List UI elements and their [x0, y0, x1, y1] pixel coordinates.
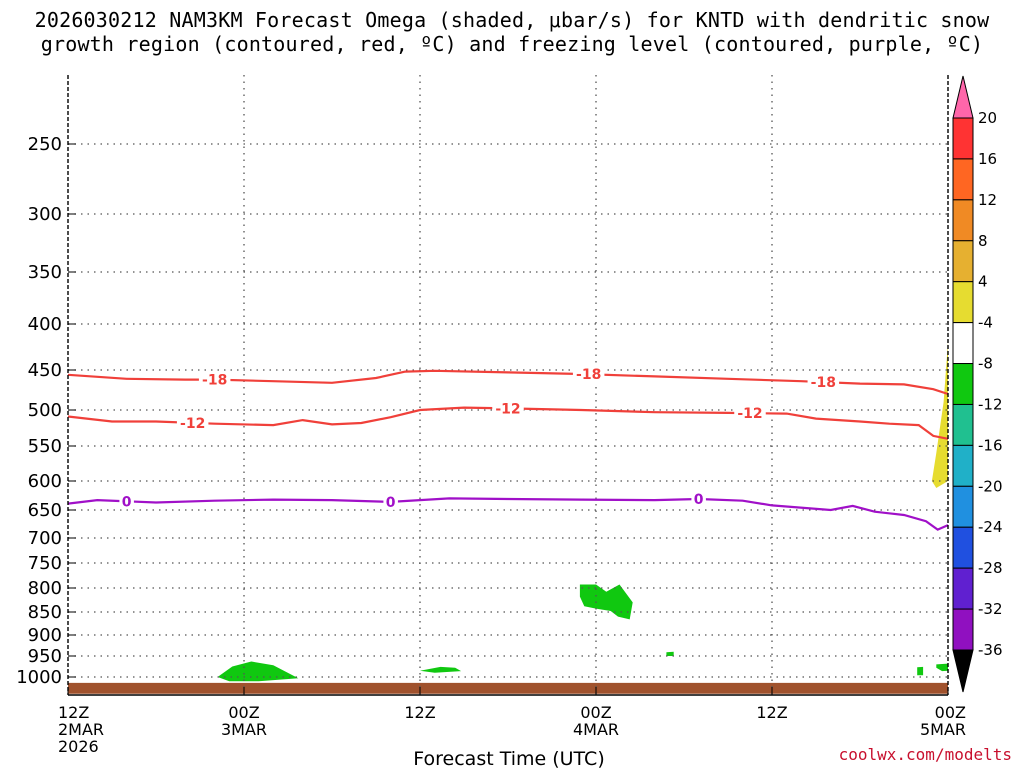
contour-label-0-2: -18 [811, 375, 836, 391]
shade-region-rising-3 [666, 651, 674, 656]
y-tick-label-1000: 1000 [16, 667, 62, 688]
colorbar: 20 16 12 8 4 -4 -8 -12 -16 -20 -24 -28 -32 -36 [952, 75, 1003, 693]
source-credit: coolwx.com/modelts [838, 745, 1012, 764]
shade-region-rising-0 [217, 661, 299, 682]
y-tick-label-450: 450 [28, 360, 62, 381]
colorbar-label-0: 20 [978, 109, 997, 127]
colorbar-label-11: -28 [978, 559, 1003, 577]
colorbar-bin-2 [952, 199, 974, 242]
contours: -18 -18 -18 -12 -12 -12 0 0 0 [67, 366, 949, 531]
x-tick-label-0-2: 2026 [58, 737, 99, 756]
colorbar-label-6: -8 [978, 355, 993, 373]
contour-label-0-0: -18 [202, 373, 227, 389]
contour-label-2-2: 0 [694, 492, 704, 508]
colorbar-label-13: -36 [978, 641, 1003, 659]
contour-label-bg-0-2 [807, 374, 840, 391]
x-tick-label-5-0: 00Z [935, 703, 966, 722]
y-tick-label-500: 500 [28, 400, 62, 421]
colorbar-label-1: 16 [978, 150, 997, 168]
contour-label-0-1: -18 [576, 367, 601, 383]
colorbar-bin-12 [952, 608, 974, 651]
colorbar-bin-7 [952, 403, 974, 446]
colorbar-bin-0 [952, 117, 974, 160]
colorbar-label-10: -24 [978, 518, 1003, 536]
colorbar-label-2: 12 [978, 191, 997, 209]
colorbar-bin-11 [952, 567, 974, 610]
shade-region-rising-4 [917, 666, 924, 676]
axes: 2503003504004505005506006507007508008509… [16, 75, 966, 756]
contour-label-2-1: 0 [386, 495, 396, 511]
x-tick-label-3-0: 00Z [580, 703, 611, 722]
colorbar-label-3: 8 [978, 232, 988, 250]
colorbar-bottom-arrow [952, 649, 974, 693]
omega-shading [68, 342, 948, 694]
contour-label-bg-1-1 [492, 400, 524, 417]
x-tick-label-5-1: 5MAR [920, 720, 966, 739]
y-tick-label-250: 250 [28, 134, 62, 155]
colorbar-label-5: -4 [978, 314, 993, 332]
x-tick-label-1-0: 00Z [228, 703, 259, 722]
contour-label-1-1: -12 [495, 401, 520, 417]
contour-label-bg-0-0 [198, 371, 231, 388]
contour-label-bg-1-0 [176, 414, 209, 431]
x-tick-label-0-1: 2MAR [58, 720, 104, 739]
y-tick-label-850: 850 [28, 602, 62, 623]
shade-region-rising-1 [420, 666, 462, 673]
y-tick-label-900: 900 [28, 625, 62, 646]
contour-label-1-2: -12 [737, 406, 762, 422]
colorbar-label-9: -20 [978, 477, 1003, 495]
x-tick-label-0-0: 12Z [58, 703, 89, 722]
y-tick-label-800: 800 [28, 578, 62, 599]
x-tick-label-2-0: 12Z [404, 703, 435, 722]
x-tick-label-3-1: 4MAR [573, 720, 619, 739]
x-tick-label-1-1: 3MAR [221, 720, 267, 739]
contour-label-bg-2-0 [119, 493, 134, 510]
shade-region-ground-7 [68, 682, 948, 694]
colorbar-label-8: -16 [978, 436, 1003, 454]
colorbar-bin-5 [952, 322, 974, 365]
y-tick-label-550: 550 [28, 436, 62, 457]
y-tick-label-700: 700 [28, 528, 62, 549]
colorbar-bin-1 [952, 158, 974, 201]
colorbar-top-arrow [952, 75, 974, 119]
colorbar-bin-8 [952, 444, 974, 487]
y-tick-label-300: 300 [28, 204, 62, 225]
x-axis-label: Forecast Time (UTC) [413, 748, 604, 768]
y-tick-label-350: 350 [28, 262, 62, 283]
y-tick-label-400: 400 [28, 314, 62, 335]
chart-title-line2: growth region (contoured, red, ºC) and f… [40, 32, 984, 56]
contour-label-1-0: -12 [180, 416, 205, 432]
contour-label-2-0: 0 [122, 494, 132, 510]
shade-region-rising-2 [579, 584, 633, 620]
colorbar-bin-9 [952, 485, 974, 528]
contour-label-bg-0-1 [572, 366, 605, 383]
y-tick-label-650: 650 [28, 500, 62, 521]
colorbar-label-7: -12 [978, 395, 1003, 413]
contour-0 [67, 497, 949, 531]
y-tick-label-600: 600 [28, 471, 62, 492]
shade-region-sinking-6 [931, 342, 948, 488]
x-tick-label-4-0: 12Z [756, 703, 787, 722]
contour-label-bg-1-2 [734, 405, 766, 422]
y-tick-label-950: 950 [28, 646, 62, 667]
chart-title-line1: 2026030212 NAM3KM Forecast Omega (shaded… [34, 8, 990, 32]
colorbar-label-4: 4 [978, 273, 988, 291]
shade-region-rising-5 [936, 663, 948, 672]
colorbar-label-12: -32 [978, 600, 1003, 618]
colorbar-bin-3 [952, 240, 974, 283]
contour-label-bg-2-2 [691, 490, 706, 507]
colorbar-bin-6 [952, 363, 974, 405]
y-tick-label-750: 750 [28, 553, 62, 574]
contour-label-bg-2-1 [383, 493, 398, 510]
colorbar-bin-4 [952, 281, 974, 324]
contour--12 [67, 406, 949, 440]
colorbar-bin-10 [952, 526, 974, 569]
